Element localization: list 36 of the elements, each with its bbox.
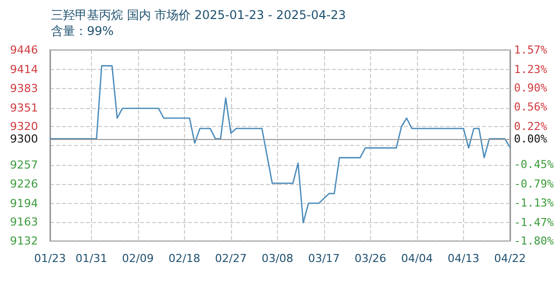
x-tick-label: 02/18 — [168, 252, 200, 265]
y2-tick-label: -0.45% — [514, 158, 554, 171]
y2-tick-label: 1.57% — [514, 44, 548, 56]
x-tick-label: 02/09 — [122, 252, 154, 265]
y-tick-label: 9194 — [10, 196, 38, 210]
x-tick-label: 04/04 — [401, 252, 433, 265]
y-tick-label: 9446 — [10, 44, 38, 56]
x-tick-label: 04/13 — [448, 252, 480, 265]
y-tick-label: 9351 — [10, 101, 38, 114]
chart-title: 三羟甲基丙烷 国内 市场价 2025-01-23 - 2025-04-23 — [51, 8, 346, 22]
y2-tick-label: 0.90% — [514, 81, 548, 94]
y-tick-label: 9383 — [10, 82, 38, 95]
y2-tick-label: -0.79% — [514, 177, 554, 190]
x-tick-label: 01/23 — [34, 252, 66, 265]
x-tick-label: 03/08 — [262, 252, 294, 265]
y-tick-label: 9226 — [10, 177, 38, 190]
y2-tick-label: 0.22% — [514, 120, 548, 134]
y-tick-label: 9163 — [10, 216, 38, 229]
y2-tick-label: -1.80% — [514, 234, 554, 248]
y2-tick-label: -1.47% — [514, 216, 554, 229]
x-tick-label: 03/17 — [308, 252, 340, 265]
y2-tick-label: 1.23% — [514, 62, 548, 76]
y-tick-label: 9257 — [10, 158, 38, 172]
y2-tick-label: 0.00% — [514, 132, 548, 146]
y2-tick-label: -1.13% — [514, 196, 554, 210]
line-series — [49, 65, 511, 224]
x-tick-label: 02/27 — [215, 252, 247, 265]
y-tick-label: 9414 — [10, 62, 38, 76]
x-tick-label: 03/26 — [354, 252, 386, 265]
y-tick-label: 9300 — [10, 132, 38, 146]
y2-tick-label: 0.56% — [514, 100, 548, 114]
x-tick-label: 01/31 — [75, 252, 108, 265]
y-tick-label: 9320 — [10, 120, 38, 134]
x-tick-label: 04/22 — [494, 252, 526, 265]
y-tick-label: 9132 — [10, 234, 38, 248]
chart-subtitle: 含量：99% — [51, 24, 114, 38]
